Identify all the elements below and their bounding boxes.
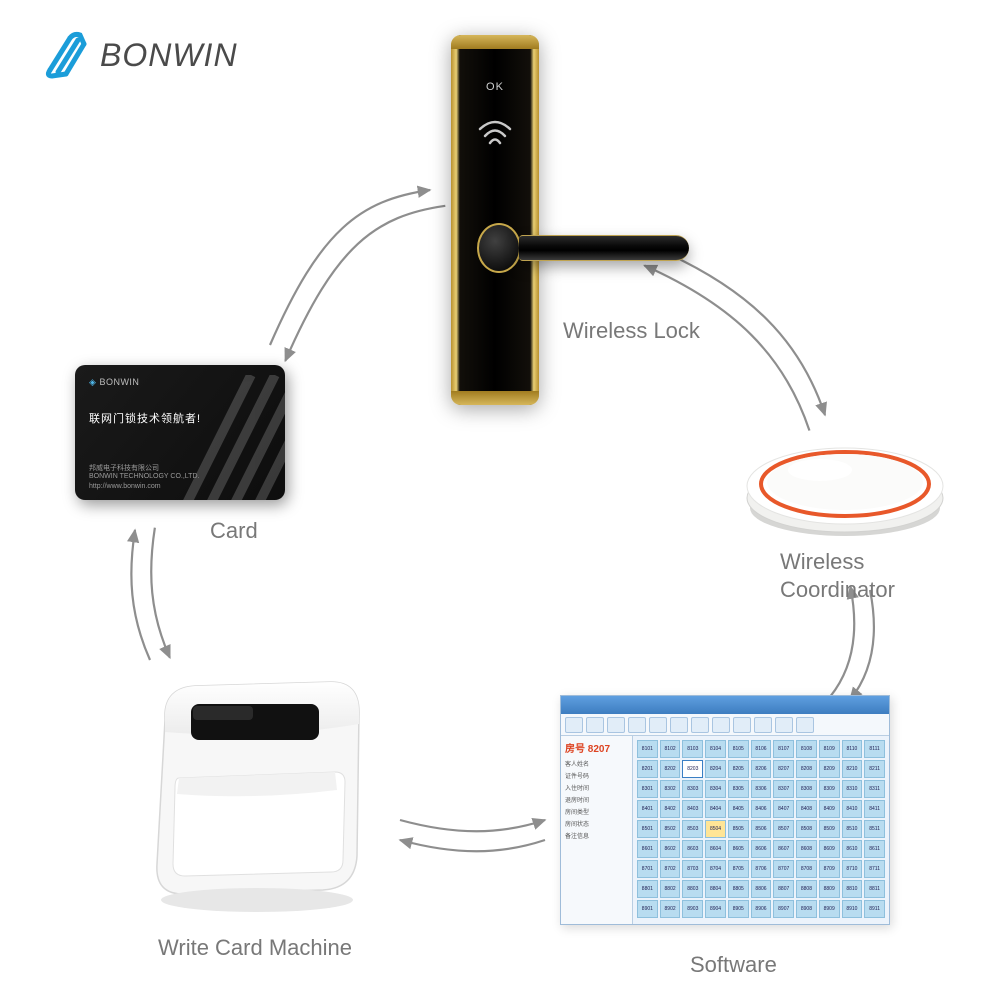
software-label: Software bbox=[690, 952, 777, 978]
card-node: ◈ BONWIN 联网门锁技术领航者! 邦威电子科技有限公司 BONWIN TE… bbox=[75, 365, 285, 500]
software-toolbar bbox=[561, 714, 889, 736]
lock-ok-text: OK bbox=[445, 81, 545, 93]
software-titlebar bbox=[561, 696, 889, 714]
logo-icon bbox=[40, 30, 90, 80]
coordinator-label: WirelessCoordinator bbox=[780, 548, 895, 603]
lock-node: OK bbox=[445, 35, 545, 405]
card-url: http://www.bonwin.com bbox=[89, 483, 161, 490]
lock-wifi-icon bbox=[445, 117, 545, 149]
software-grid: 8101810281038104810581068107810881098110… bbox=[633, 736, 889, 924]
writer-label: Write Card Machine bbox=[158, 935, 352, 961]
software-node: 房号 8207 客人姓名证件号码入住时间退房时间 房间类型房间状态备注信息 81… bbox=[560, 695, 890, 925]
coordinator-node bbox=[740, 428, 950, 538]
card-company: 邦威电子科技有限公司 BONWIN TECHNOLOGY CO.,LTD. bbox=[89, 463, 199, 480]
software-room-number: 房号 8207 bbox=[565, 740, 628, 755]
card-label: Card bbox=[210, 518, 258, 544]
software-sidebar: 房号 8207 客人姓名证件号码入住时间退房时间 房间类型房间状态备注信息 bbox=[561, 736, 633, 924]
card-bg-pattern bbox=[155, 375, 285, 500]
brand-logo: BONWIN bbox=[40, 30, 238, 80]
writer-node bbox=[135, 660, 375, 910]
logo-text: BONWIN bbox=[100, 37, 238, 74]
lock-label: Wireless Lock bbox=[563, 318, 700, 344]
